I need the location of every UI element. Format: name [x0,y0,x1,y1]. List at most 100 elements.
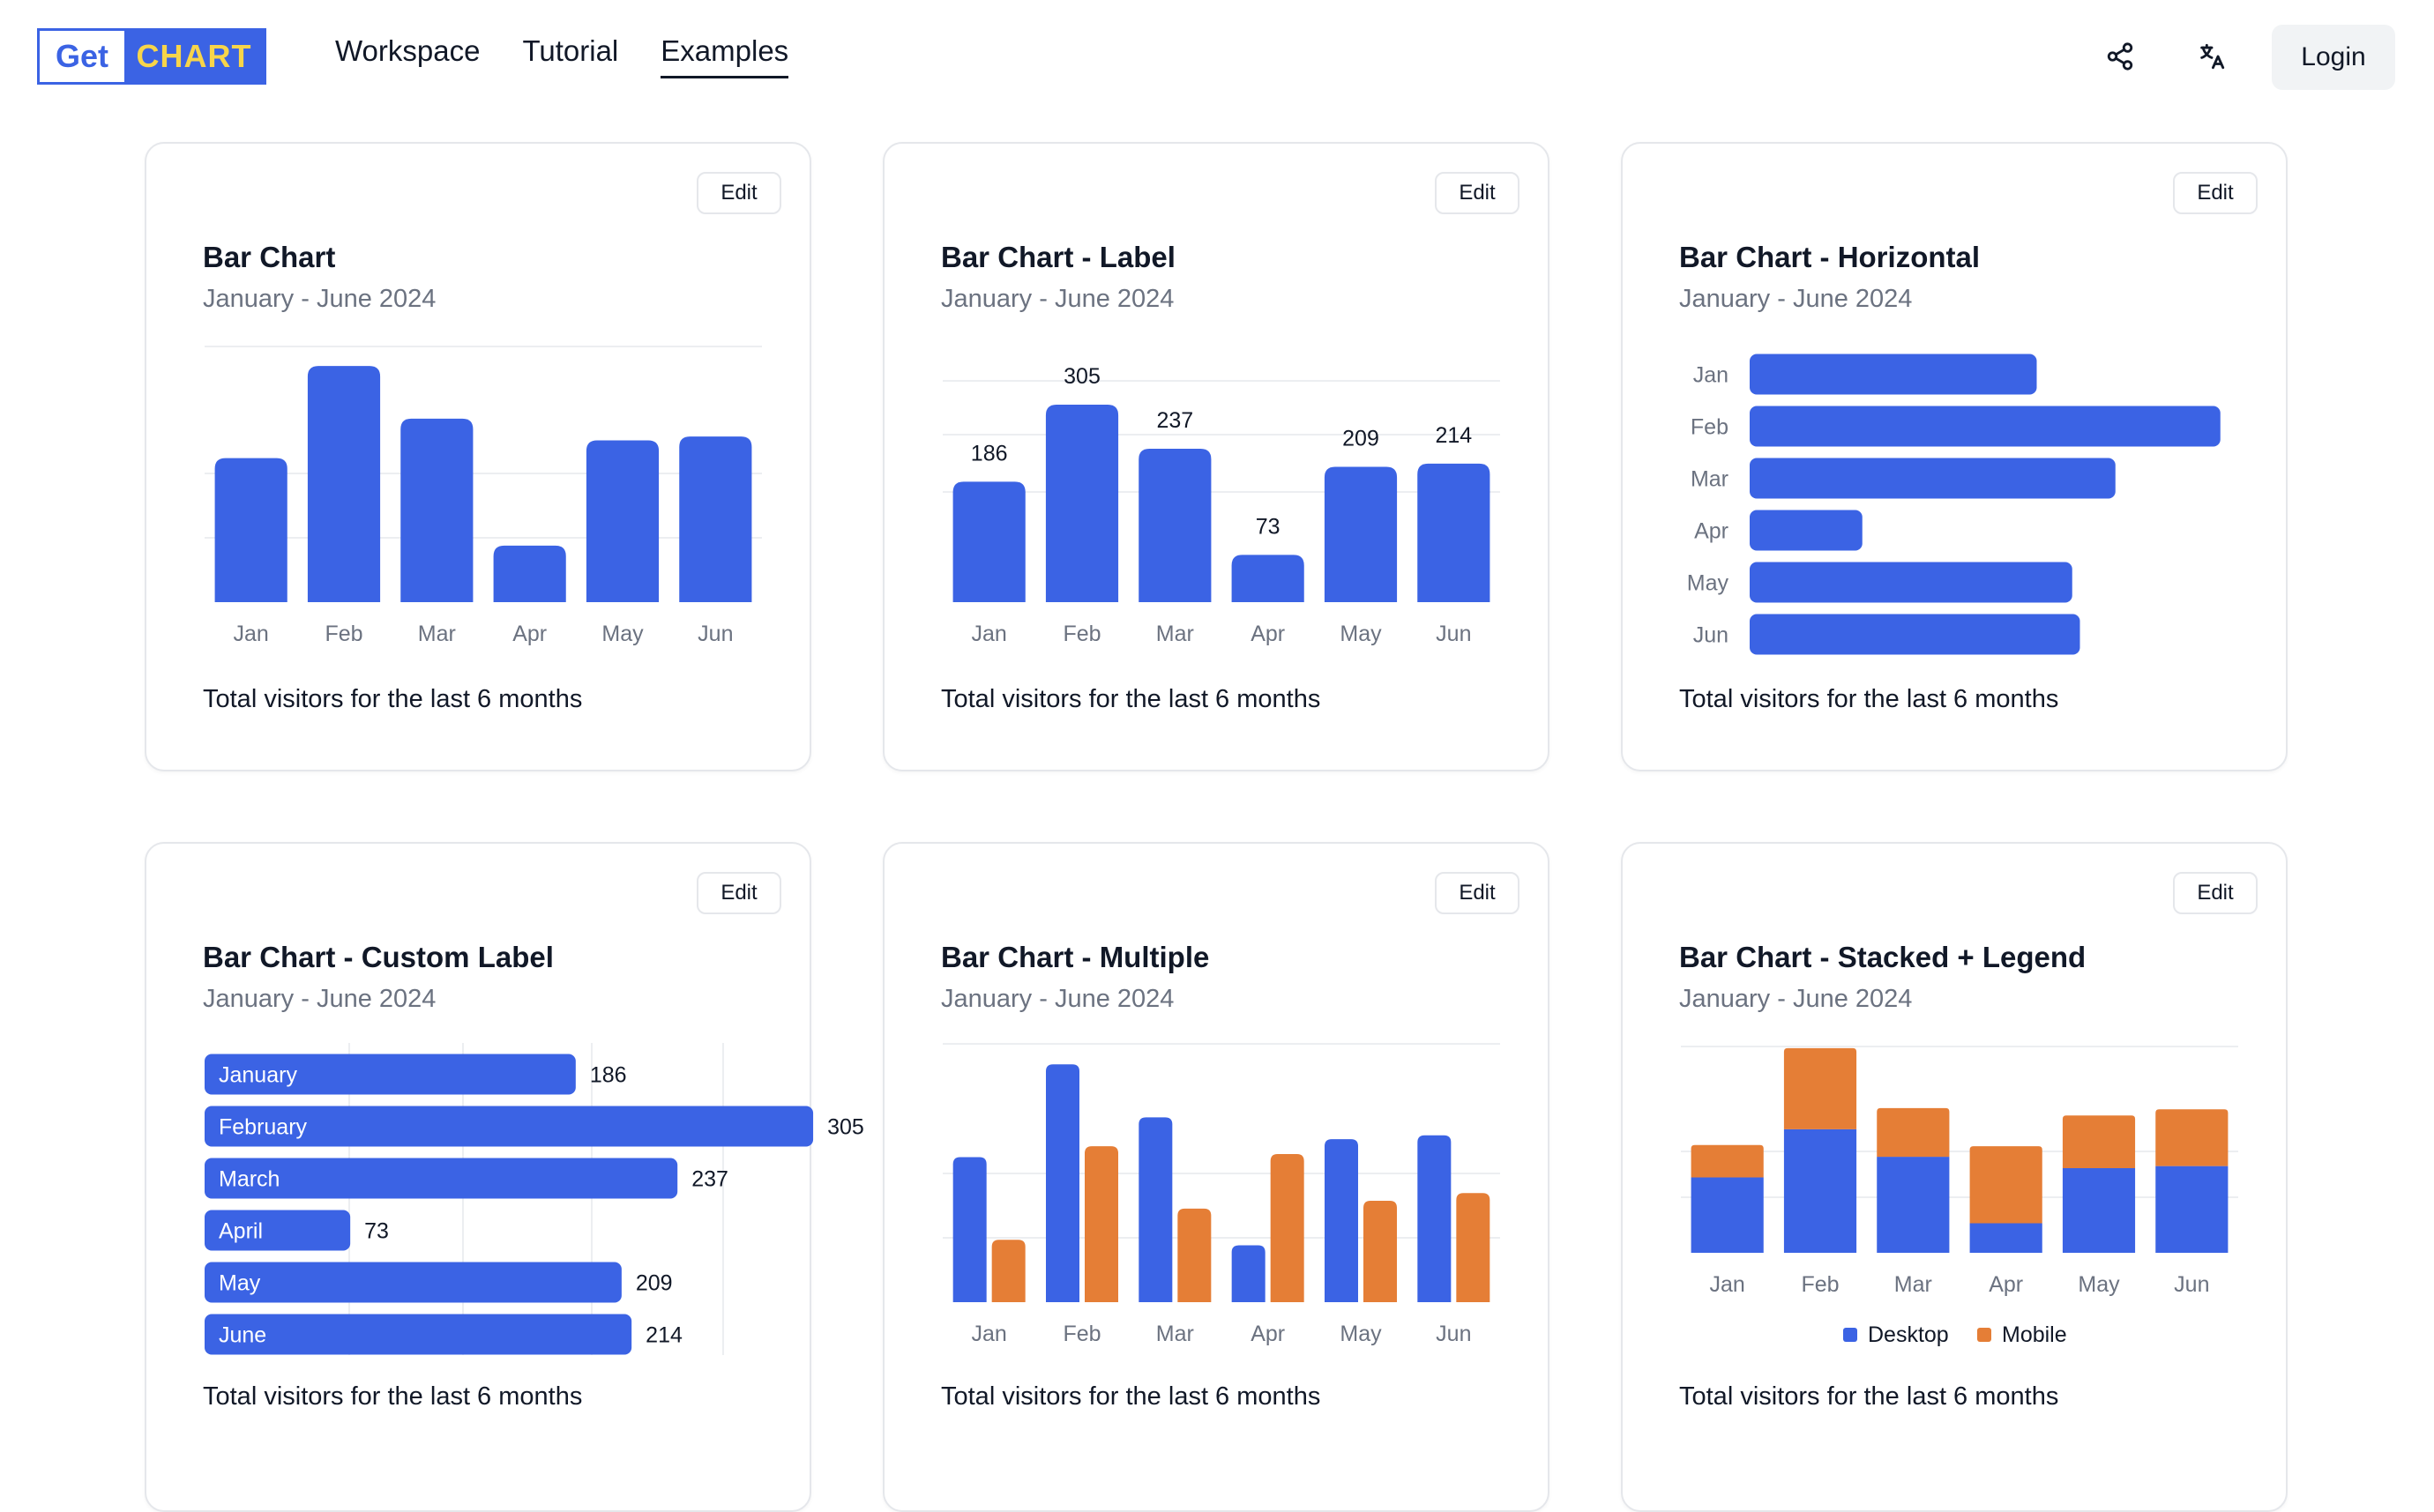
bar-inside-label: January [219,1063,297,1088]
bar-apr [493,545,566,602]
card-subtitle: January - June 2024 [1679,985,1913,1013]
card-footer: Total visitors for the last 6 months [203,685,583,713]
bar-inside-label: March [219,1167,280,1192]
x-tick-label: Jan [972,1322,1007,1346]
logo-chart-text: CHART [136,38,252,74]
bar-february [205,1106,814,1147]
chart-card-bar-custom-label: Edit Bar Chart - Custom Label January - … [145,842,864,1512]
x-tick-label: Jun [1436,622,1471,646]
bar-feb-mobile [1783,1047,1857,1129]
data-label: 186 [590,1063,627,1088]
bar-jan [952,481,1026,602]
bar-may [1750,562,2072,603]
x-tick-label: Mar [418,622,456,646]
edit-button[interactable]: Edit [697,872,781,914]
edit-button[interactable]: Edit [1435,172,1519,214]
data-label: 237 [691,1167,728,1192]
nav-examples[interactable]: Examples [661,34,789,78]
card-title: Bar Chart - Horizontal [1679,241,1981,273]
nav-tutorial[interactable]: Tutorial [522,34,619,67]
card-title: Bar Chart - Multiple [941,941,1210,973]
x-tick-label: May [601,622,644,646]
logo[interactable]: Get CHART [37,28,266,85]
bar-mar [1750,458,2116,499]
data-label: 73 [1256,514,1280,539]
bar-jun [1417,463,1490,602]
legend-label-mobile: Mobile [2002,1322,2067,1347]
bar-may [586,440,660,602]
bar-jan-desktop [952,1157,987,1302]
top-navbar: Get CHART Workspace Tutorial Examples Lo… [0,0,2434,115]
x-tick-label: Apr [1251,1322,1285,1346]
bar-may-desktop [2062,1167,2136,1253]
bar-feb [1750,406,2221,447]
card-subtitle: January - June 2024 [941,985,1175,1013]
x-tick-label: Feb [1063,622,1101,646]
x-tick-label: Apr [1251,622,1285,646]
x-tick-label: Apr [512,622,547,646]
edit-button[interactable]: Edit [1435,872,1519,914]
bar-inside-label: May [219,1271,261,1296]
bar-may-mobile [1363,1201,1397,1302]
bar-inside-label: February [219,1115,308,1140]
bar-apr [1750,510,1863,551]
bar-feb-mobile [1085,1146,1118,1302]
x-tick-label: May [2078,1272,2120,1297]
card-subtitle: January - June 2024 [1679,285,1913,313]
x-tick-label: Jan [1710,1272,1745,1297]
card-subtitle: January - June 2024 [203,985,437,1013]
card-title: Bar Chart - Stacked + Legend [1679,941,2087,973]
chart-card-bar-label: Edit Bar Chart - Label January - June 20… [883,142,1549,771]
edit-button[interactable]: Edit [2173,872,2258,914]
bar-chart: Jan Feb Mar Apr May Jun [205,346,762,646]
main-nav: Workspace Tutorial Examples [335,34,789,78]
y-tick-label: Mar [1691,467,1728,492]
y-tick-label: Feb [1691,415,1728,440]
legend-label-desktop: Desktop [1868,1322,1949,1347]
bar-apr-mobile [1969,1146,2042,1224]
x-tick-label: Jan [972,622,1007,646]
data-label: 73 [364,1219,389,1244]
data-label: 237 [1156,408,1193,433]
login-button[interactable]: Login [2272,25,2395,90]
x-tick-label: Apr [1989,1272,2023,1297]
bar-may [205,1262,622,1303]
chart-card-bar: Edit Bar Chart January - June 2024 Jan Fe… [145,142,811,771]
edit-button[interactable]: Edit [2173,172,2258,214]
card-footer: Total visitors for the last 6 months [941,1382,1321,1411]
bar-feb [307,366,381,602]
card-footer: Total visitors for the last 6 months [1679,1382,2059,1411]
bar-may-desktop [1325,1139,1358,1302]
bar-jun [679,436,752,602]
translate-icon[interactable] [2191,35,2233,78]
data-label: 305 [827,1115,864,1140]
data-label: 209 [1342,427,1379,451]
bar-jan-mobile [991,1240,1026,1302]
bar-chart-horizontal: Jan Feb Mar Apr May Jun [1687,354,2221,655]
edit-button[interactable]: Edit [697,172,781,214]
bar-feb [1045,405,1119,602]
x-tick-label: Mar [1156,622,1194,646]
bar-jan-mobile [1691,1144,1764,1178]
nav-workspace[interactable]: Workspace [335,34,481,67]
data-label: 214 [646,1323,683,1348]
bar-jun-mobile [2155,1109,2229,1166]
data-label: 209 [636,1271,673,1296]
card-footer: Total visitors for the last 6 months [203,1382,583,1411]
x-tick-label: Mar [1156,1322,1194,1346]
bar-april [205,1210,351,1251]
legend-swatch-desktop [1843,1328,1857,1342]
bar-apr-mobile [1270,1153,1304,1302]
chart-card-bar-horizontal: Edit Bar Chart - Horizontal January - Ju… [1621,142,2288,771]
x-tick-label: Mar [1894,1272,1932,1297]
bar-jun [1750,614,2080,655]
bar-chart-multiple: Jan Feb Mar Apr May Jun [943,1043,1500,1346]
bar-mar-mobile [1877,1107,1950,1158]
share-icon[interactable] [2099,35,2141,78]
card-footer: Total visitors for the last 6 months [941,685,1321,713]
bar-jan [1750,354,2037,395]
y-tick-label: May [1687,571,1729,596]
data-label: 186 [971,441,1008,466]
bar-jun-desktop [2155,1166,2229,1253]
bar-jan-desktop [1691,1177,1764,1253]
